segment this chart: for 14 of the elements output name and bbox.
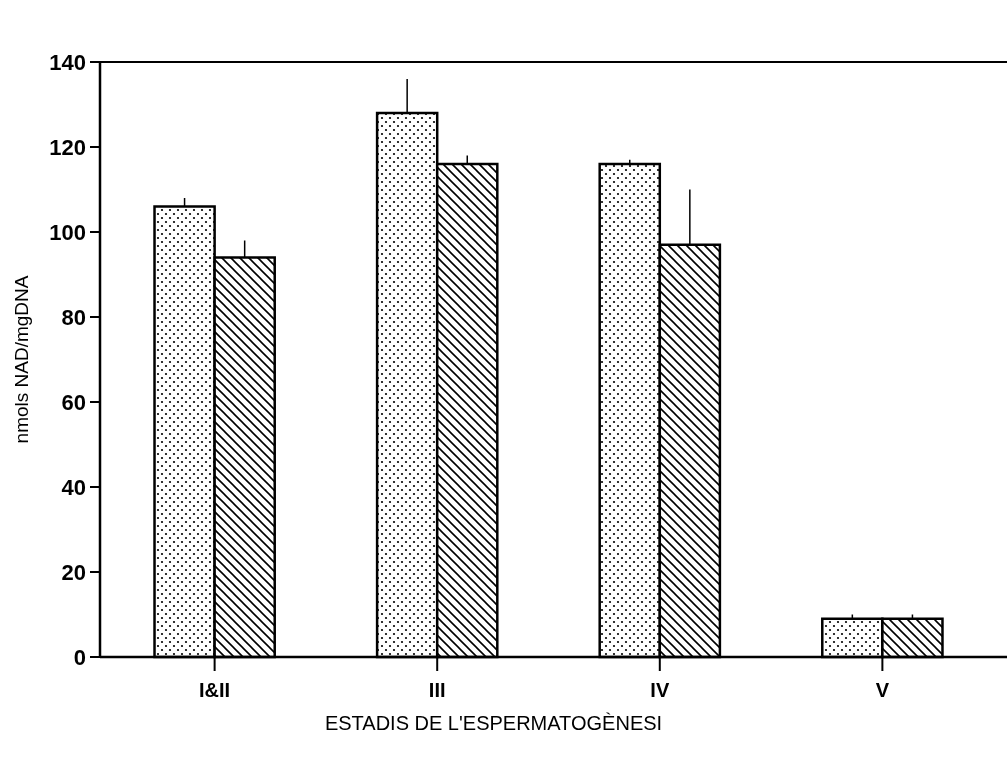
x-tick-label: IV (650, 679, 670, 701)
x-axis-title: ESTADIS DE L'ESPERMATOGÈNESI (324, 712, 663, 734)
y-tick-label: 80 (61, 304, 86, 330)
y-tick-label: 40 (61, 474, 86, 500)
y-tick-label: 140 (49, 49, 86, 75)
x-tick-label: I&II (199, 679, 231, 701)
y-tick-label: 100 (49, 219, 86, 245)
x-tick-label: III (428, 679, 446, 701)
y-tick-label: 120 (49, 134, 86, 160)
y-axis-title: nmols NAD/mgDNA (11, 275, 32, 444)
y-tick-label: 0 (73, 644, 86, 670)
y-tick-label: 20 (61, 559, 86, 585)
x-tick-label: V (875, 679, 890, 701)
y-tick-label: 60 (61, 389, 86, 415)
